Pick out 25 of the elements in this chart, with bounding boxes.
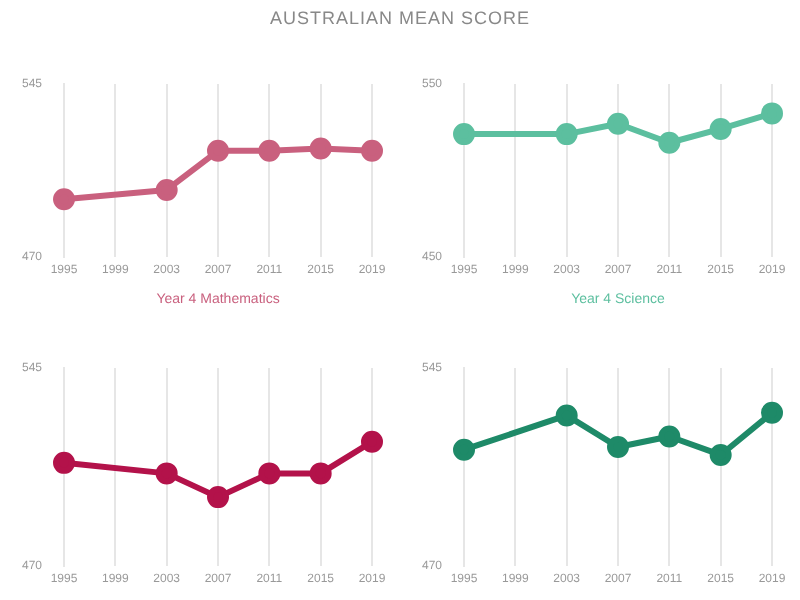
point bbox=[555, 404, 578, 427]
point bbox=[658, 131, 681, 154]
point bbox=[761, 102, 783, 125]
point bbox=[309, 137, 332, 160]
point bbox=[53, 188, 76, 211]
point bbox=[53, 451, 76, 474]
point bbox=[607, 112, 630, 135]
point bbox=[361, 139, 383, 162]
point bbox=[709, 443, 732, 466]
point bbox=[658, 425, 681, 448]
point bbox=[607, 436, 630, 459]
point bbox=[258, 462, 281, 485]
chart-title: AUSTRALIAN MEAN SCORE bbox=[267, 6, 533, 32]
point bbox=[207, 486, 230, 509]
point bbox=[155, 462, 178, 485]
point bbox=[453, 123, 476, 146]
point bbox=[309, 462, 332, 485]
point bbox=[453, 438, 476, 461]
point bbox=[761, 401, 783, 424]
point bbox=[709, 117, 732, 140]
point bbox=[361, 430, 383, 453]
point bbox=[207, 139, 230, 162]
point bbox=[258, 139, 281, 162]
point bbox=[555, 123, 578, 146]
point bbox=[155, 178, 178, 201]
